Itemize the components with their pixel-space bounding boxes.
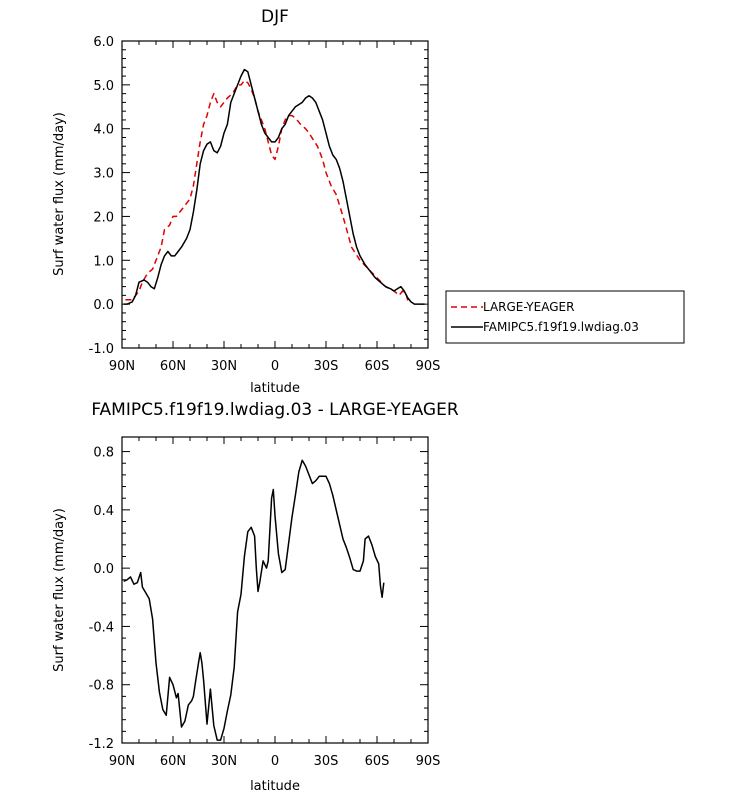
- bottom-y-tick-label: -0.4: [89, 620, 114, 635]
- top-plot-frame: [121, 40, 429, 349]
- top-x-axis-label: latitude: [250, 381, 300, 396]
- legend-box: [445, 290, 685, 344]
- bottom-x-tick-label: 30N: [211, 754, 237, 769]
- top-y-tick-label: 2.0: [93, 210, 114, 225]
- top-x-tick-label: 90S: [416, 359, 441, 374]
- bottom-y-tick-label: 0.4: [93, 504, 114, 519]
- bottom-x-tick-label: 90S: [416, 754, 441, 769]
- top-x-tick-label: 60S: [365, 359, 390, 374]
- bottom-chart-title: FAMIPC5.f19f19.lwdiag.03 - LARGE-YEAGER: [91, 400, 459, 420]
- bottom-y-tick-label: -0.8: [89, 679, 114, 694]
- bottom-x-axis-label: latitude: [250, 779, 300, 794]
- top-y-tick-label: 0.0: [93, 298, 114, 313]
- top-y-tick-label: 5.0: [93, 79, 114, 94]
- bottom-series-line-0: [123, 459, 385, 741]
- legend-label-large-yeager: LARGE-YEAGER: [483, 300, 574, 314]
- bottom-plot-frame: [121, 436, 429, 744]
- top-x-tick-label: 30N: [211, 359, 237, 374]
- top-x-tick-label: 60N: [160, 359, 186, 374]
- top-y-tick-label: 1.0: [93, 254, 114, 269]
- bottom-x-tick-label: 90N: [109, 754, 135, 769]
- top-y-tick-label: -1.0: [89, 342, 114, 357]
- legend: LARGE-YEAGER FAMIPC5.f19f19.lwdiag.03: [445, 290, 685, 344]
- top-x-tick-label: 30S: [314, 359, 339, 374]
- top-chart-title: DJF: [261, 7, 289, 27]
- bottom-x-tick-label: 0: [271, 754, 279, 769]
- top-x-tick-label: 0: [271, 359, 279, 374]
- legend-label-famipc5: FAMIPC5.f19f19.lwdiag.03: [483, 320, 639, 334]
- bottom-x-tick-label: 60N: [160, 754, 186, 769]
- bottom-y-tick-label: -1.2: [89, 737, 114, 752]
- top-x-tick-label: 90N: [109, 359, 135, 374]
- bottom-y-tick-label: 0.0: [93, 562, 114, 577]
- top-y-tick-label: 6.0: [93, 35, 114, 50]
- top-y-tick-label: 4.0: [93, 123, 114, 138]
- top-panel: DJF 90N 60N 30N 0 30S 60S 90S -1.0 0.0 1.0 2.0 3.0 4…: [52, 7, 440, 396]
- top-series-line-1: [123, 68, 425, 305]
- top-series-line-0: [125, 79, 410, 303]
- top-y-tick-label: 3.0: [93, 167, 114, 182]
- top-y-axis-label: Surf water flux (mm/day): [52, 112, 67, 276]
- bottom-y-tick-label: 0.8: [93, 446, 114, 461]
- bottom-panel: FAMIPC5.f19f19.lwdiag.03 - LARGE-YEAGER …: [52, 400, 459, 794]
- bottom-x-tick-label: 30S: [314, 754, 339, 769]
- bottom-y-axis-label: Surf water flux (mm/day): [52, 508, 67, 672]
- bottom-x-tick-label: 60S: [365, 754, 390, 769]
